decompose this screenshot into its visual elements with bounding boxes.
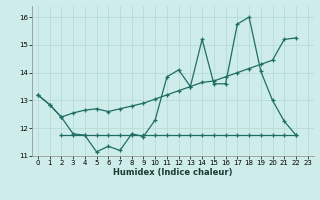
X-axis label: Humidex (Indice chaleur): Humidex (Indice chaleur) bbox=[113, 168, 233, 177]
